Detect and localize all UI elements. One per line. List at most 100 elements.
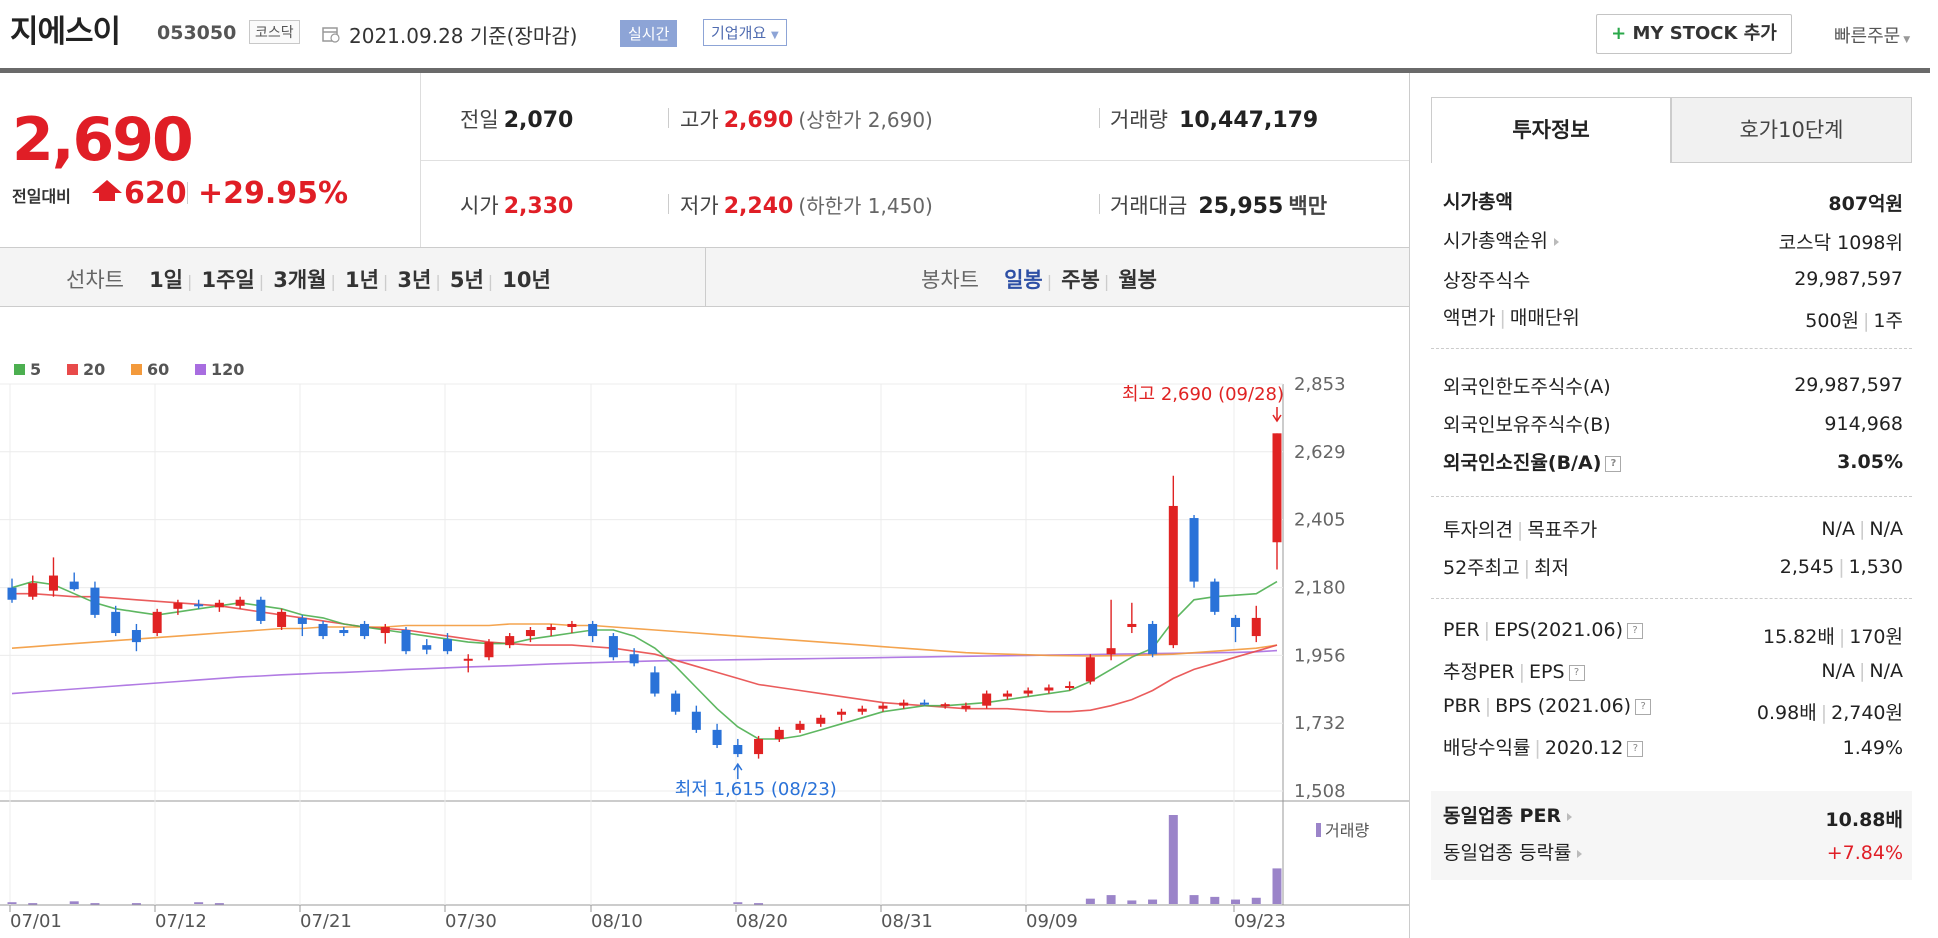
candle-body bbox=[111, 611, 121, 634]
legend-label: 20 bbox=[83, 360, 105, 379]
market-cap-label: 시가총액 bbox=[1443, 191, 1513, 213]
my-stock-add-button[interactable]: + MY STOCK 추가 bbox=[1596, 14, 1792, 54]
candle-body bbox=[1044, 687, 1054, 691]
candle-body bbox=[401, 630, 411, 652]
candle-body bbox=[1085, 657, 1095, 682]
open-label: 시가 bbox=[460, 194, 499, 218]
help-icon[interactable]: ? bbox=[1605, 455, 1622, 472]
x-tick-label: 09/09 bbox=[1026, 911, 1078, 932]
candle-body bbox=[754, 738, 764, 755]
industry-change[interactable]: 동일업종 등락률 bbox=[1443, 838, 1583, 865]
divider: | bbox=[382, 272, 389, 291]
ma60-line bbox=[11, 623, 1278, 657]
period-3m[interactable]: 3개월 bbox=[273, 268, 327, 292]
divider: | bbox=[1838, 626, 1846, 648]
y-tick-label: 1,508 bbox=[1294, 781, 1346, 802]
candle-body bbox=[733, 745, 743, 755]
up-arrow-icon bbox=[92, 180, 122, 193]
divider: | bbox=[258, 272, 265, 291]
candle-body bbox=[691, 711, 701, 730]
quick-order-label: 빠른주문 bbox=[1834, 26, 1901, 47]
candle-body bbox=[525, 630, 535, 637]
row-divider bbox=[421, 160, 1409, 161]
industry-change-label: 동일업종 등락률 bbox=[1443, 842, 1572, 864]
market-cap-rank[interactable]: 시가총액순위 bbox=[1443, 226, 1559, 253]
candle-body bbox=[608, 636, 618, 658]
x-axis: 07/01 07/12 07/21 07/30 08/10 08/20 08/31 09/09… bbox=[9, 905, 1286, 932]
divider: | bbox=[1046, 272, 1053, 291]
period-1y[interactable]: 1년 bbox=[344, 268, 379, 292]
period-5y[interactable]: 5년 bbox=[449, 268, 484, 292]
high-label: 고가 bbox=[680, 108, 719, 132]
help-icon[interactable]: ? bbox=[1568, 664, 1585, 681]
bps-label: BPS (2021.06) bbox=[1495, 695, 1632, 717]
divider: | bbox=[1858, 518, 1866, 540]
legend-swatch bbox=[195, 364, 206, 375]
est-per-label: 추정PER bbox=[1443, 661, 1515, 683]
period-daily[interactable]: 일봉 bbox=[1004, 268, 1043, 292]
target-price-label: 목표주가 bbox=[1527, 519, 1598, 541]
bps-value: 2,740원 bbox=[1831, 702, 1903, 724]
x-tick-label: 07/12 bbox=[155, 911, 207, 932]
current-price: 2,690 bbox=[12, 105, 194, 175]
volume-label: 거래량 bbox=[1325, 821, 1369, 840]
industry-per-label: 동일업종 PER bbox=[1443, 805, 1562, 827]
price-summary bbox=[0, 73, 421, 247]
period-monthly[interactable]: 월봉 bbox=[1118, 268, 1157, 292]
pbr-value: 0.98배 bbox=[1756, 702, 1817, 724]
candle-body bbox=[878, 705, 888, 709]
divider: | bbox=[1858, 660, 1866, 682]
help-icon[interactable]: ? bbox=[1627, 740, 1644, 757]
candle-body bbox=[1168, 505, 1178, 646]
trading-unit-label: 매매단위 bbox=[1509, 307, 1580, 329]
candle-body bbox=[505, 636, 515, 646]
line-chart-label: 선차트 bbox=[66, 268, 124, 292]
pbr-values: 0.98배 | 2,740원 bbox=[1757, 698, 1903, 725]
tab-investment-info[interactable]: 투자정보 bbox=[1431, 97, 1671, 163]
high-annotation: 최고 2,690 (09/28) bbox=[1122, 384, 1284, 405]
foreign-holding-value: 914,968 bbox=[1824, 413, 1903, 435]
tab-order-book[interactable]: 호가10단계 bbox=[1671, 97, 1912, 163]
company-overview-dropdown[interactable]: 기업개요 ▼ bbox=[703, 19, 787, 46]
candle-body bbox=[1127, 623, 1137, 627]
par-value-value: 500원 bbox=[1805, 310, 1860, 332]
chart-grid bbox=[0, 383, 1409, 906]
period-10y[interactable]: 10년 bbox=[502, 268, 551, 292]
y-tick-label: 2,405 bbox=[1294, 510, 1346, 531]
arrow-right-icon bbox=[1553, 237, 1559, 246]
industry-section bbox=[1431, 791, 1912, 880]
period-1d[interactable]: 1일 bbox=[149, 268, 183, 292]
help-icon[interactable]: ? bbox=[1635, 698, 1652, 715]
volume: 거래량 10,447,179 bbox=[1110, 104, 1318, 134]
y-tick-label: 1,732 bbox=[1294, 713, 1346, 734]
candle-body bbox=[567, 623, 577, 627]
per-label: PER bbox=[1443, 619, 1480, 641]
candle-body bbox=[7, 587, 17, 600]
realtime-button[interactable]: 실시간 bbox=[620, 20, 678, 47]
est-eps-label: EPS bbox=[1529, 661, 1565, 683]
period-weekly[interactable]: 주봉 bbox=[1061, 268, 1100, 292]
volume-bar bbox=[69, 901, 79, 904]
candle-body bbox=[28, 583, 38, 597]
x-tick-label: 07/30 bbox=[445, 911, 497, 932]
candle-body bbox=[1065, 685, 1075, 688]
company-overview-label: 기업개요 bbox=[711, 24, 767, 42]
dividend-row: 배당수익률 | 2020.12? bbox=[1443, 733, 1644, 760]
period-3y[interactable]: 3년 bbox=[397, 268, 432, 292]
opinion-row: 투자의견 | 목표주가 bbox=[1443, 515, 1597, 542]
est-per-values: N/A | N/A bbox=[1821, 660, 1903, 682]
chart-controls bbox=[0, 247, 1409, 307]
pbr-row: PBR | BPS (2021.06)? bbox=[1443, 695, 1652, 717]
candle-body bbox=[422, 645, 432, 650]
candle-body bbox=[899, 702, 909, 706]
candle-body bbox=[152, 611, 162, 634]
x-tick-label: 08/10 bbox=[591, 911, 643, 932]
y-tick-label: 2,629 bbox=[1294, 442, 1346, 463]
candle-body bbox=[214, 602, 224, 608]
high-arrowhead-icon bbox=[1272, 414, 1282, 423]
week52-high-label: 52주최고 bbox=[1443, 557, 1520, 579]
industry-per[interactable]: 동일업종 PER bbox=[1443, 801, 1573, 828]
period-1w[interactable]: 1주일 bbox=[201, 268, 255, 292]
quick-order-dropdown[interactable]: 빠른주문 ▼ bbox=[1834, 22, 1910, 48]
help-icon[interactable]: ? bbox=[1627, 622, 1643, 639]
